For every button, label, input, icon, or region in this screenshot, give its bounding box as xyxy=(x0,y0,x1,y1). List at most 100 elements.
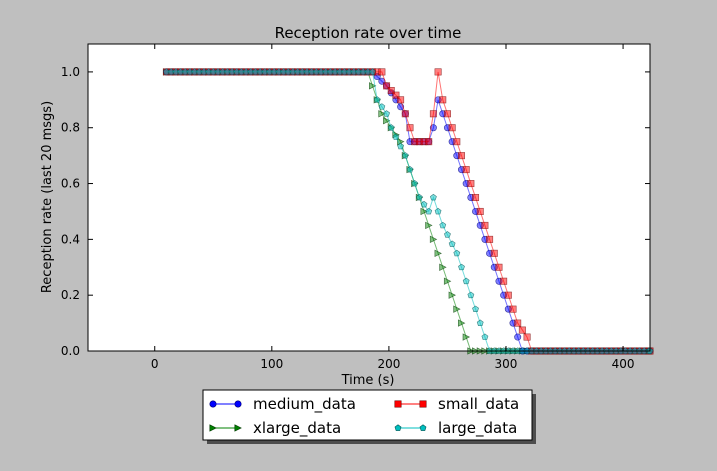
x-tick-label: 0 xyxy=(151,357,159,371)
legend-marker xyxy=(394,400,402,408)
small_data-point xyxy=(518,326,526,334)
large_data-point xyxy=(406,166,414,173)
xlarge_data-point xyxy=(378,110,386,118)
small_data-point xyxy=(387,87,395,95)
x-tick-label: 400 xyxy=(612,357,635,371)
large_data-point xyxy=(401,152,409,159)
small_data-point xyxy=(486,235,494,243)
legend-item-xlarge_data: xlarge_data xyxy=(209,419,341,438)
small_data-point xyxy=(448,124,456,132)
large_data-point xyxy=(439,221,447,229)
legend-label: medium_data xyxy=(253,395,356,414)
small_data-point xyxy=(495,263,503,271)
xlarge_data-point xyxy=(448,291,456,299)
legend-item-medium_data: medium_data xyxy=(209,395,356,414)
legend-marker xyxy=(234,400,242,408)
xlarge_data-point xyxy=(383,117,391,125)
xlarge_data-point xyxy=(439,263,447,271)
xlarge_data-point xyxy=(462,333,471,341)
y-tick-label: 0.2 xyxy=(61,288,80,302)
plot-frame xyxy=(87,43,651,352)
small_data-point xyxy=(467,180,475,188)
large_data-point xyxy=(458,263,465,271)
large_data-point xyxy=(415,193,423,201)
legend-label: small_data xyxy=(438,395,519,414)
large_data-point xyxy=(392,133,400,140)
legend-label: xlarge_data xyxy=(253,419,341,438)
small_data-point xyxy=(481,221,489,229)
small_data-point xyxy=(406,124,414,132)
xlarge_data-point xyxy=(369,82,377,90)
legend-items: medium_data small_data xlarge_data large_da… xyxy=(209,395,519,438)
large_data-point xyxy=(467,291,475,299)
small_data-point xyxy=(500,277,508,285)
small_data-point xyxy=(429,110,437,118)
small_data-point xyxy=(462,166,470,174)
large_data-point xyxy=(429,193,437,201)
legend-item-small_data: small_data xyxy=(394,395,519,414)
xlarge_data-point xyxy=(457,319,466,327)
small_data-point xyxy=(434,68,442,76)
chart-title: Reception rate over time xyxy=(275,24,462,42)
large_data-point xyxy=(420,200,428,208)
legend-box xyxy=(202,389,533,441)
small_data-point xyxy=(392,91,400,99)
series-layer xyxy=(162,68,654,355)
large_data-point xyxy=(378,103,386,110)
large_data-point xyxy=(462,277,470,285)
small_data-point xyxy=(523,333,531,341)
small_data-point xyxy=(425,138,433,146)
small_data-point xyxy=(443,110,451,118)
large_data-point xyxy=(481,333,489,340)
legend: medium_data small_data xlarge_data large_da… xyxy=(202,389,536,444)
y-tick-label: 1.0 xyxy=(61,65,80,79)
x-tick-label: 200 xyxy=(377,357,400,371)
y-tick-label: 0.4 xyxy=(61,232,80,246)
xlarge_data-point xyxy=(425,221,433,230)
large_data-point xyxy=(373,96,381,103)
legend-marker xyxy=(419,424,427,431)
large_data-point xyxy=(453,249,461,257)
small_data-point xyxy=(453,138,461,146)
small_data-point xyxy=(378,68,386,76)
medium_data-point xyxy=(514,333,522,341)
xlarge_data-point xyxy=(434,249,442,258)
legend-marker xyxy=(394,424,402,431)
small_data-point xyxy=(439,96,447,104)
y-tick-label: 0.6 xyxy=(61,177,80,191)
large_data-point xyxy=(387,124,395,131)
xlarge_data-point xyxy=(453,305,461,313)
large_data-point xyxy=(369,68,376,75)
large_data-point xyxy=(434,207,442,215)
large_data-point xyxy=(448,240,456,247)
x-tick-label: 300 xyxy=(495,357,518,371)
legend-label: large_data xyxy=(438,419,517,438)
small_data-point xyxy=(509,305,517,313)
x-tick-label: 100 xyxy=(260,357,283,371)
ticks-layer: 0 100 200 300 400 0.0 0.2 0.4 0.6 0.8 1.0 xyxy=(61,44,650,371)
legend-marker xyxy=(209,400,217,408)
small_data-point xyxy=(504,291,512,299)
y-tick-label: 0.0 xyxy=(61,344,80,358)
plot-background xyxy=(88,44,650,351)
y-tick-label: 0.8 xyxy=(61,121,80,135)
legend-marker xyxy=(419,400,427,408)
small_data-point xyxy=(476,207,484,215)
small_data-point xyxy=(472,194,480,202)
xlarge_data-point xyxy=(429,235,438,244)
small_data-point xyxy=(514,319,522,327)
legend-marker xyxy=(234,424,242,432)
small_data-point xyxy=(490,249,498,257)
small_data-point xyxy=(457,152,465,160)
large_data-point xyxy=(476,319,484,326)
xlarge_data-point xyxy=(420,207,428,216)
y-axis-label: Reception rate (last 20 msgs) xyxy=(40,101,55,293)
x-axis-label: Time (s) xyxy=(341,373,395,388)
legend-marker xyxy=(209,424,217,432)
legend-item-large_data: large_data xyxy=(394,419,517,438)
large_data-point xyxy=(444,231,451,238)
large_data-point xyxy=(472,305,479,313)
large_data-point xyxy=(383,110,390,117)
xlarge_data-point xyxy=(443,277,452,285)
